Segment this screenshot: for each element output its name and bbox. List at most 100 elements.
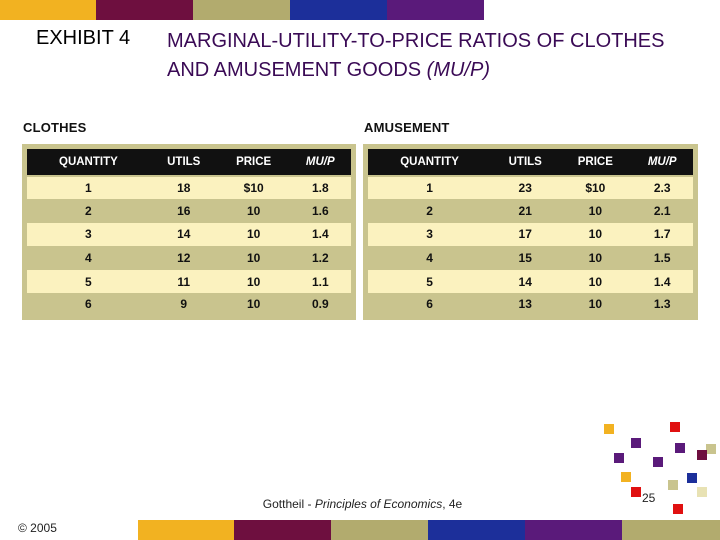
decorative-square bbox=[668, 480, 678, 490]
decorative-square bbox=[697, 487, 707, 497]
bar-segment bbox=[0, 0, 96, 20]
cell-price: $10 bbox=[217, 175, 290, 200]
bar-segment bbox=[234, 520, 331, 540]
bar-segment bbox=[138, 520, 234, 540]
decorative-square bbox=[604, 424, 614, 434]
cell-utils: 17 bbox=[491, 222, 560, 247]
cell-price: 10 bbox=[217, 293, 290, 320]
column-header-utils: UTILS bbox=[491, 144, 560, 177]
exhibit-title: MARGINAL-UTILITY-TO-PRICE RATIOS OF CLOT… bbox=[167, 27, 707, 85]
cell-mu-p: 1.3 bbox=[631, 293, 699, 320]
cell-utils: 14 bbox=[149, 222, 218, 247]
amusement-table: QUANTITY UTILS PRICE MU/P 1 23 $10 2.3 2 21 1… bbox=[363, 144, 699, 320]
cell-utils: 16 bbox=[149, 199, 218, 223]
cell-quantity: 1 bbox=[21, 175, 150, 200]
cell-utils: 14 bbox=[491, 269, 560, 294]
bar-segment bbox=[96, 0, 193, 20]
citation: Gottheil - Principles of Economics, 4e bbox=[250, 496, 475, 513]
citation-edition: , 4e bbox=[442, 497, 463, 511]
amusement-heading: AMUSEMENT bbox=[364, 120, 450, 135]
cell-mu-p: 1.1 bbox=[289, 269, 356, 294]
cell-quantity: 4 bbox=[363, 246, 492, 270]
bar-segment bbox=[387, 0, 484, 20]
table-row: 1 18 $10 1.8 bbox=[21, 175, 356, 200]
clothes-heading: CLOTHES bbox=[23, 120, 87, 135]
cell-utils: 12 bbox=[149, 246, 218, 270]
table-row: 3 17 10 1.7 bbox=[363, 222, 699, 247]
cell-mu-p: 0.9 bbox=[289, 293, 356, 320]
exhibit-label: EXHIBIT 4 bbox=[36, 27, 131, 49]
citation-author: Gottheil - bbox=[262, 497, 315, 511]
cell-mu-p: 1.6 bbox=[289, 199, 356, 223]
cell-mu-p: 1.4 bbox=[631, 269, 699, 294]
decorative-square bbox=[697, 450, 707, 460]
cell-quantity: 5 bbox=[363, 269, 492, 294]
cell-utils: 11 bbox=[149, 269, 218, 294]
table-row: 5 14 10 1.4 bbox=[363, 269, 699, 294]
table-row: 3 14 10 1.4 bbox=[21, 222, 356, 247]
decorative-square bbox=[653, 457, 663, 467]
table-row: 6 9 10 0.9 bbox=[21, 293, 356, 320]
cell-quantity: 6 bbox=[21, 293, 150, 320]
clothes-table: QUANTITY UTILS PRICE MU/P 1 18 $10 1.8 2 16 1… bbox=[21, 144, 356, 320]
bar-segment bbox=[428, 520, 525, 540]
decorative-square bbox=[614, 453, 624, 463]
column-header-price: PRICE bbox=[559, 144, 632, 177]
cell-price: 10 bbox=[559, 269, 632, 294]
cell-quantity: 6 bbox=[363, 293, 492, 320]
decorative-square bbox=[631, 487, 641, 497]
cell-price: 10 bbox=[217, 199, 290, 223]
bar-segment bbox=[331, 520, 428, 540]
table-row: 5 11 10 1.1 bbox=[21, 269, 356, 294]
cell-mu-p: 1.7 bbox=[631, 222, 699, 247]
cell-price: 10 bbox=[217, 222, 290, 247]
decorative-square bbox=[631, 438, 641, 448]
table-row: 4 15 10 1.5 bbox=[363, 246, 699, 270]
cell-price: 10 bbox=[559, 222, 632, 247]
cell-utils: 18 bbox=[149, 175, 218, 200]
cell-price: 10 bbox=[217, 246, 290, 270]
cell-price: 10 bbox=[559, 293, 632, 320]
table-row: 2 16 10 1.6 bbox=[21, 199, 356, 223]
cell-mu-p: 1.4 bbox=[289, 222, 356, 247]
column-header-mu-p: MU/P bbox=[631, 144, 699, 177]
page-number: 25 bbox=[642, 491, 656, 505]
cell-utils: 9 bbox=[149, 293, 218, 320]
cell-quantity: 1 bbox=[363, 175, 492, 200]
table-header-row: QUANTITY UTILS PRICE MU/P bbox=[21, 144, 356, 177]
column-header-price: PRICE bbox=[217, 144, 290, 177]
cell-quantity: 2 bbox=[21, 199, 150, 223]
cell-quantity: 5 bbox=[21, 269, 150, 294]
copyright: © 2005 bbox=[18, 521, 57, 535]
cell-quantity: 2 bbox=[363, 199, 492, 223]
bar-segment bbox=[622, 520, 720, 540]
bar-segment bbox=[525, 520, 622, 540]
column-header-quantity: QUANTITY bbox=[21, 144, 150, 177]
cell-mu-p: 1.2 bbox=[289, 246, 356, 270]
cell-price: 10 bbox=[217, 269, 290, 294]
bar-segment bbox=[290, 0, 387, 20]
cell-quantity: 3 bbox=[363, 222, 492, 247]
cell-mu-p: 2.3 bbox=[631, 175, 699, 200]
bar-segment bbox=[193, 0, 290, 20]
column-header-utils: UTILS bbox=[149, 144, 218, 177]
table-row: 6 13 10 1.3 bbox=[363, 293, 699, 320]
bar-segment bbox=[484, 0, 720, 20]
decorative-square bbox=[621, 472, 631, 482]
table-header-row: QUANTITY UTILS PRICE MU/P bbox=[363, 144, 699, 177]
bottom-decorative-bar bbox=[138, 520, 720, 540]
citation-title: Principles of Economics bbox=[314, 497, 443, 511]
table-row: 2 21 10 2.1 bbox=[363, 199, 699, 223]
decorative-square bbox=[687, 473, 697, 483]
cell-utils: 23 bbox=[491, 175, 560, 200]
top-decorative-bar bbox=[0, 0, 720, 20]
cell-price: $10 bbox=[559, 175, 632, 200]
cell-utils: 21 bbox=[491, 199, 560, 223]
table-row: 4 12 10 1.2 bbox=[21, 246, 356, 270]
cell-utils: 15 bbox=[491, 246, 560, 270]
table-row: 1 23 $10 2.3 bbox=[363, 175, 699, 200]
decorative-square bbox=[675, 443, 685, 453]
cell-mu-p: 1.8 bbox=[289, 175, 356, 200]
cell-utils: 13 bbox=[491, 293, 560, 320]
cell-quantity: 3 bbox=[21, 222, 150, 247]
